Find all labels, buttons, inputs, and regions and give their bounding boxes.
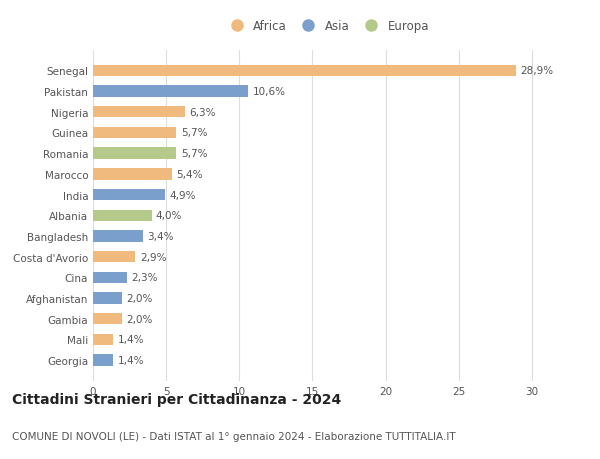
Legend: Africa, Asia, Europa: Africa, Asia, Europa <box>220 16 434 38</box>
Bar <box>93 334 113 345</box>
Bar <box>93 86 248 97</box>
Bar <box>93 128 176 139</box>
Text: 5,7%: 5,7% <box>181 149 207 159</box>
Bar <box>93 272 127 283</box>
Text: 4,0%: 4,0% <box>156 211 182 221</box>
Text: 2,3%: 2,3% <box>131 273 158 283</box>
Text: 2,0%: 2,0% <box>127 293 153 303</box>
Bar <box>93 210 151 221</box>
Bar <box>93 293 122 304</box>
Text: COMUNE DI NOVOLI (LE) - Dati ISTAT al 1° gennaio 2024 - Elaborazione TUTTITALIA.: COMUNE DI NOVOLI (LE) - Dati ISTAT al 1°… <box>12 431 455 441</box>
Text: 1,4%: 1,4% <box>118 335 145 345</box>
Bar <box>93 313 122 325</box>
Text: Cittadini Stranieri per Cittadinanza - 2024: Cittadini Stranieri per Cittadinanza - 2… <box>12 392 341 406</box>
Bar <box>93 355 113 366</box>
Bar <box>93 252 136 263</box>
Text: 2,9%: 2,9% <box>140 252 166 262</box>
Bar <box>93 190 164 201</box>
Text: 2,0%: 2,0% <box>127 314 153 324</box>
Text: 4,9%: 4,9% <box>169 190 196 200</box>
Bar <box>93 169 172 180</box>
Text: 1,4%: 1,4% <box>118 355 145 365</box>
Text: 28,9%: 28,9% <box>520 66 553 76</box>
Bar <box>93 231 143 242</box>
Text: 10,6%: 10,6% <box>253 87 286 97</box>
Bar <box>93 66 515 77</box>
Text: 5,4%: 5,4% <box>176 169 203 179</box>
Text: 3,4%: 3,4% <box>147 231 173 241</box>
Bar <box>93 107 185 118</box>
Bar <box>93 148 176 159</box>
Text: 5,7%: 5,7% <box>181 128 207 138</box>
Text: 6,3%: 6,3% <box>190 107 216 118</box>
